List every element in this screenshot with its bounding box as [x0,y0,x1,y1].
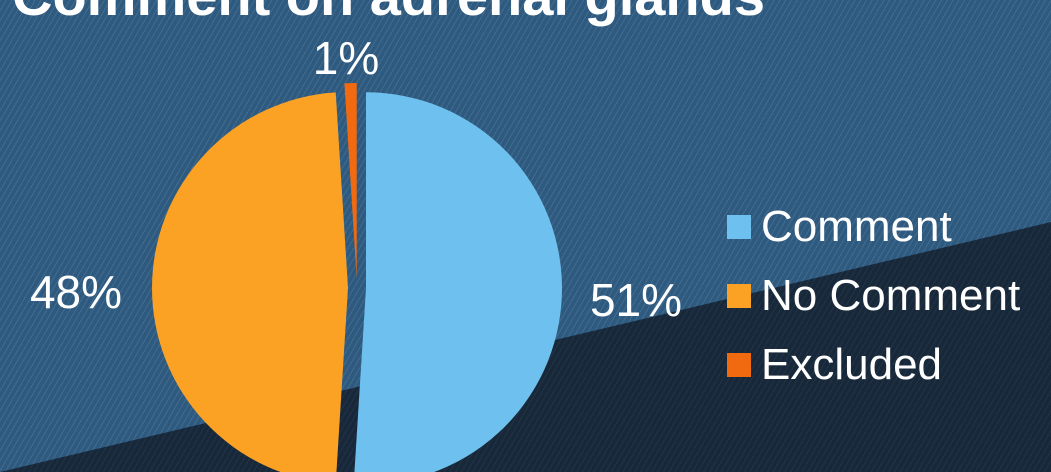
pie-labels: 51% 48% 1% [30,32,682,326]
legend-item-comment: Comment [727,192,1020,261]
legend-label-excluded: Excluded [761,339,943,389]
chart-title: Comment on adrenal glands [12,0,765,28]
legend-swatch-no-comment [727,283,751,308]
pie-label-excluded: 1% [313,32,379,84]
pie-slice-comment [354,92,562,472]
legend-item-no-comment: No Comment [727,261,1020,330]
legend-swatch-comment [727,214,751,239]
legend-label-comment: Comment [761,201,952,251]
pie-slice-no-comment [152,92,348,472]
pie-slices [152,83,562,472]
legend-item-excluded: Excluded [727,330,1020,399]
legend-label-no-comment: No Comment [761,270,1021,320]
pie-label-comment: 51% [590,274,682,326]
legend: Comment No Comment Excluded [727,192,1020,399]
legend-swatch-excluded [727,352,751,377]
pie-slice-excluded [344,83,357,280]
pie-label-no-comment: 48% [30,266,122,318]
